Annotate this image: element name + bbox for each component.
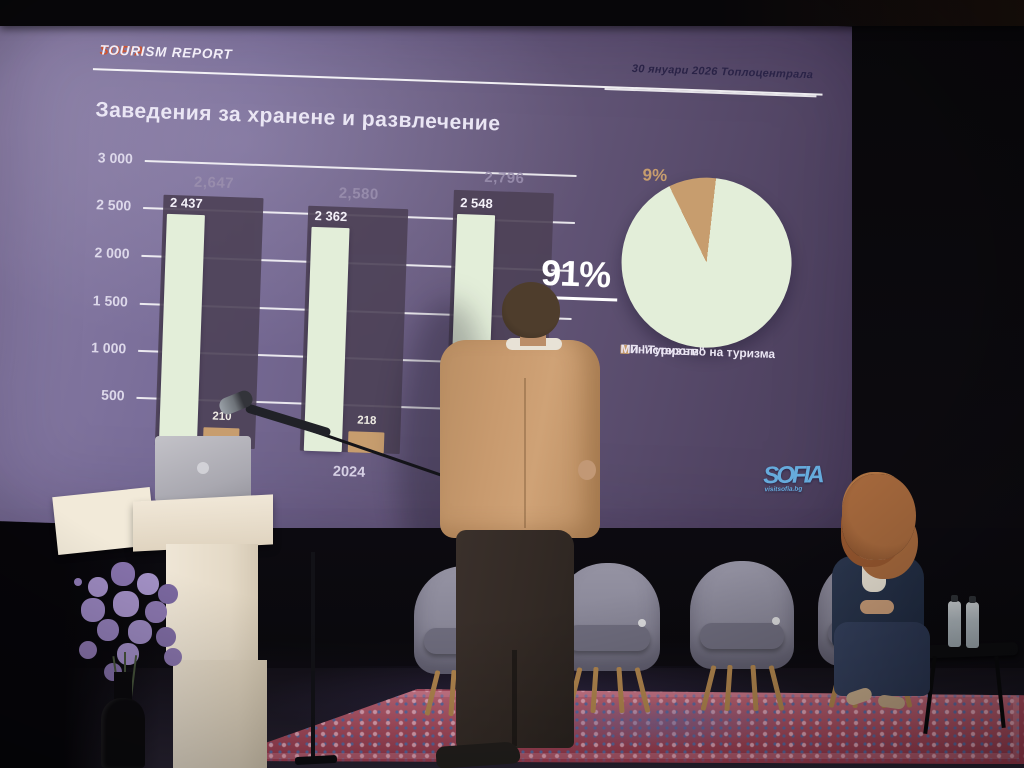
armchair: [690, 561, 794, 712]
chair-seat: [566, 625, 650, 651]
presenter-shoe: [435, 741, 521, 768]
panelist-hands: [860, 600, 894, 614]
main-value-label: 2 362: [314, 207, 348, 225]
water-bottle: [966, 596, 979, 648]
pie-circle: [618, 174, 795, 351]
y-tick-label: 1 500: [92, 292, 129, 310]
total-value-label: 2,796: [484, 168, 525, 188]
lapel-mic-icon: [638, 619, 646, 627]
y-tick-label: 2 000: [94, 244, 130, 262]
standing-presenter: [428, 282, 608, 768]
y-tick-label: 1 000: [90, 339, 127, 357]
main-bar: 2 437: [158, 195, 205, 447]
mic-stand-pole: [311, 552, 315, 764]
chair-leg: [700, 665, 717, 711]
presenter-head: [502, 282, 560, 338]
panelist-curly-hair: [842, 474, 916, 560]
presenter-hand: [578, 460, 596, 480]
vase-neck: [114, 672, 132, 704]
seated-panelist: [820, 470, 944, 720]
y-tick-label: 500: [100, 386, 125, 404]
water-bottle: [948, 595, 961, 647]
lapel-mic-icon: [772, 617, 780, 625]
chair-leg: [750, 664, 759, 712]
secondary-value-label: 218: [357, 414, 377, 428]
main-value-label: 2 437: [169, 194, 203, 212]
laptop-logo-icon: [197, 462, 209, 474]
podium-base: [173, 660, 267, 768]
panelist-shoe: [877, 694, 906, 710]
presenter-blazer: [440, 340, 600, 538]
main-value-label: 2 548: [459, 195, 494, 212]
bottle-cap: [969, 596, 976, 603]
podium-column: [166, 544, 258, 662]
panelist-pants: [834, 622, 930, 696]
y-tick-label: 2 500: [95, 196, 132, 214]
pants-split: [512, 650, 517, 746]
bottle-cap: [951, 595, 958, 602]
total-value-label: 2,580: [338, 184, 380, 204]
ceiling-band: [0, 0, 1024, 26]
presenter-pants: [456, 530, 574, 748]
chair-leg: [768, 665, 785, 711]
chair-shell: [690, 561, 794, 669]
chair-leg: [616, 666, 625, 714]
flower-bouquet: [74, 578, 82, 586]
black-bottle-vase: [101, 698, 145, 768]
main-bar: 2 362: [303, 208, 350, 453]
laptop: [155, 436, 251, 502]
logo-subtext: visitsofia.bg: [764, 485, 803, 493]
visitsofia-logo: SOFIA visitsofia.bg: [763, 461, 822, 493]
total-value-label: 2,647: [193, 173, 235, 193]
legend-label: Министерство на туризма: [620, 341, 776, 362]
chair-leg: [724, 664, 733, 712]
chair-leg: [634, 667, 651, 713]
x-axis-label: 2024: [332, 463, 366, 481]
pie-small-percent: 9%: [642, 165, 668, 186]
right-wall: [852, 0, 1024, 545]
chair-seat: [700, 623, 784, 649]
y-tick-label: 3 000: [97, 149, 134, 167]
blazer-seam: [524, 378, 526, 528]
